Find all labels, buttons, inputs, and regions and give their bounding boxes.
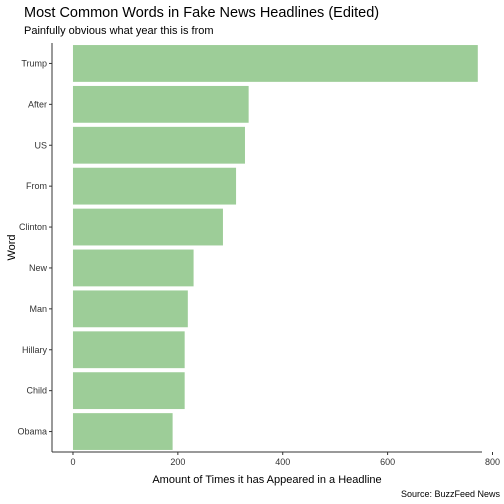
bar-us — [72, 126, 245, 164]
bar-clinton — [72, 208, 223, 246]
bar-new — [72, 249, 194, 287]
bar-from — [72, 167, 237, 205]
y-tick-label: From — [26, 181, 47, 191]
bars-group — [72, 45, 478, 450]
chart-subtitle: Painfully obvious what year this is from — [24, 25, 214, 37]
y-tick-label: US — [34, 140, 47, 150]
x-tick-label: 0 — [70, 457, 75, 467]
bar-hillary — [72, 331, 185, 369]
y-axis-title: Word — [6, 234, 18, 260]
bar-trump — [72, 45, 478, 82]
y-axis-ticks: Trump After US From Clinton New Man Hillary Chil… — [17, 58, 52, 437]
bar-obama — [72, 413, 173, 450]
y-tick-label: After — [28, 99, 47, 109]
chart-title: Most Common Words in Fake News Headlines… — [24, 5, 380, 21]
y-tick-label: New — [29, 263, 48, 273]
bar-child — [72, 372, 185, 410]
x-axis-title: Amount of Times it has Appeared in a Hea… — [152, 474, 381, 486]
y-tick-label: Child — [26, 386, 47, 396]
x-tick-label: 200 — [170, 457, 185, 467]
bar-after — [72, 85, 249, 123]
x-tick-label: 600 — [380, 457, 395, 467]
y-tick-label: Hillary — [22, 345, 48, 355]
x-tick-label: 400 — [275, 457, 290, 467]
y-tick-label: Trump — [21, 58, 47, 68]
chart-caption: Source: BuzzFeed News — [400, 489, 500, 499]
y-tick-label: Clinton — [19, 222, 47, 232]
y-tick-label: Obama — [17, 427, 47, 437]
x-axis-ticks: 0 200 400 600 800 — [70, 452, 500, 467]
x-tick-label: 800 — [485, 457, 500, 467]
y-tick-label: Man — [29, 304, 47, 314]
bar-man — [72, 290, 188, 328]
